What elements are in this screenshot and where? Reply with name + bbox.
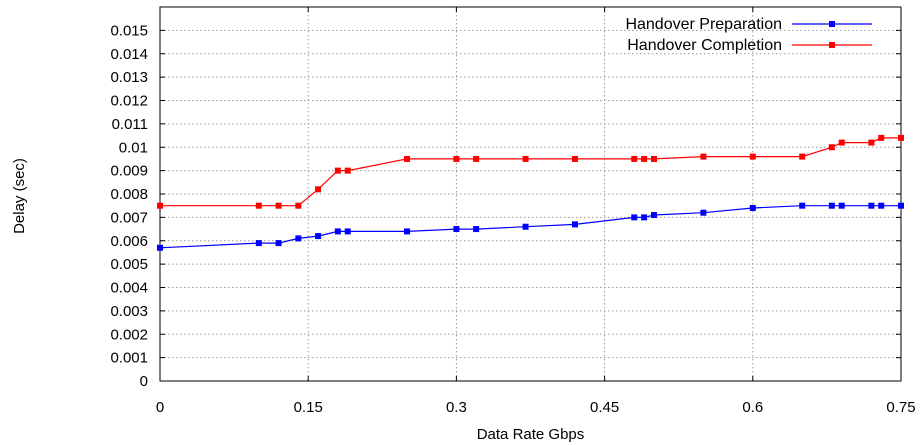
data-point <box>453 155 460 162</box>
data-point <box>522 155 529 162</box>
data-point <box>898 202 904 209</box>
data-point <box>799 153 806 160</box>
data-point <box>344 167 351 174</box>
data-point <box>157 202 163 209</box>
data-point <box>315 233 322 240</box>
y-tick-label: 0.009 <box>110 163 148 180</box>
data-point <box>344 228 351 235</box>
data-point <box>404 155 410 162</box>
legend-marker <box>829 42 835 48</box>
data-point <box>453 226 460 233</box>
series-line-handover-preparation <box>159 205 901 249</box>
data-point <box>295 235 302 242</box>
legend: Handover Preparation Handover Completion <box>625 16 872 54</box>
x-tick-label: 0.3 <box>446 399 467 416</box>
x-tick-label: 0.15 <box>294 399 323 416</box>
data-point <box>828 144 835 151</box>
data-point <box>473 226 480 233</box>
y-tick-label: 0.011 <box>112 116 148 133</box>
y-tick-label: 0.001 <box>110 350 148 367</box>
data-point <box>700 209 707 216</box>
data-point <box>522 223 529 230</box>
data-point <box>749 205 756 212</box>
data-point <box>631 155 638 162</box>
legend-item: Handover Preparation <box>625 16 872 33</box>
data-point <box>700 153 707 160</box>
series-layer <box>157 134 904 251</box>
y-tick-label: 0.01 <box>119 139 148 156</box>
y-axis-title: Delay (sec) <box>11 158 28 234</box>
data-point <box>157 244 163 251</box>
legend-item: Handover Completion <box>627 37 872 54</box>
y-tick-label: 0 <box>140 373 148 390</box>
y-tick-label: 0.006 <box>110 233 148 250</box>
y-tick-label: 0.003 <box>110 303 148 320</box>
data-point <box>878 202 885 209</box>
data-point <box>315 186 322 193</box>
data-point <box>878 134 885 141</box>
series-handover-preparation <box>157 202 904 251</box>
y-tick-label: 0.005 <box>110 256 148 273</box>
y-tick-label: 0.014 <box>110 46 148 63</box>
legend-label: Handover Preparation <box>625 16 782 33</box>
data-point <box>571 221 578 228</box>
data-point <box>334 167 341 174</box>
series-handover-completion <box>157 134 904 209</box>
data-point <box>838 202 845 209</box>
data-point <box>295 202 302 209</box>
y-tick-label: 0.012 <box>110 93 148 110</box>
data-point <box>275 202 282 209</box>
legend-marker <box>829 21 835 27</box>
x-tick-label: 0 <box>156 399 164 416</box>
axis-ticks: 0 0.001 0.002 0.003 0.004 0.005 0.006 0.007 0.00… <box>110 7 916 416</box>
data-point <box>255 240 262 247</box>
y-tick-label: 0.002 <box>110 326 148 343</box>
data-point <box>473 155 480 162</box>
data-point <box>571 155 578 162</box>
x-tick-label: 0.75 <box>886 399 915 416</box>
data-point <box>868 202 875 209</box>
data-point <box>838 139 845 146</box>
data-point <box>868 139 875 146</box>
legend-label: Handover Completion <box>627 37 782 54</box>
data-point <box>255 202 262 209</box>
data-point <box>651 212 657 219</box>
data-point <box>641 155 648 162</box>
y-tick-label: 0.015 <box>110 22 148 39</box>
y-tick-label: 0.008 <box>110 186 148 203</box>
data-point <box>631 214 638 221</box>
y-tick-label: 0.007 <box>110 209 148 226</box>
x-axis-title: Data Rate Gbps <box>477 426 585 443</box>
grid-lines <box>160 7 901 381</box>
x-tick-label: 0.45 <box>590 399 619 416</box>
data-point <box>898 134 904 141</box>
x-tick-label: 0.6 <box>742 399 763 416</box>
data-point <box>404 228 410 235</box>
series-line-handover-completion <box>160 137 901 207</box>
data-point <box>334 228 341 235</box>
data-point <box>275 240 282 247</box>
plot-area-frame <box>159 6 902 382</box>
y-tick-label: 0.004 <box>110 280 148 297</box>
data-point <box>641 214 648 221</box>
data-point <box>799 202 806 209</box>
data-point <box>828 202 835 209</box>
data-point <box>749 153 756 160</box>
y-tick-label: 0.013 <box>110 69 148 86</box>
data-point <box>651 155 657 162</box>
